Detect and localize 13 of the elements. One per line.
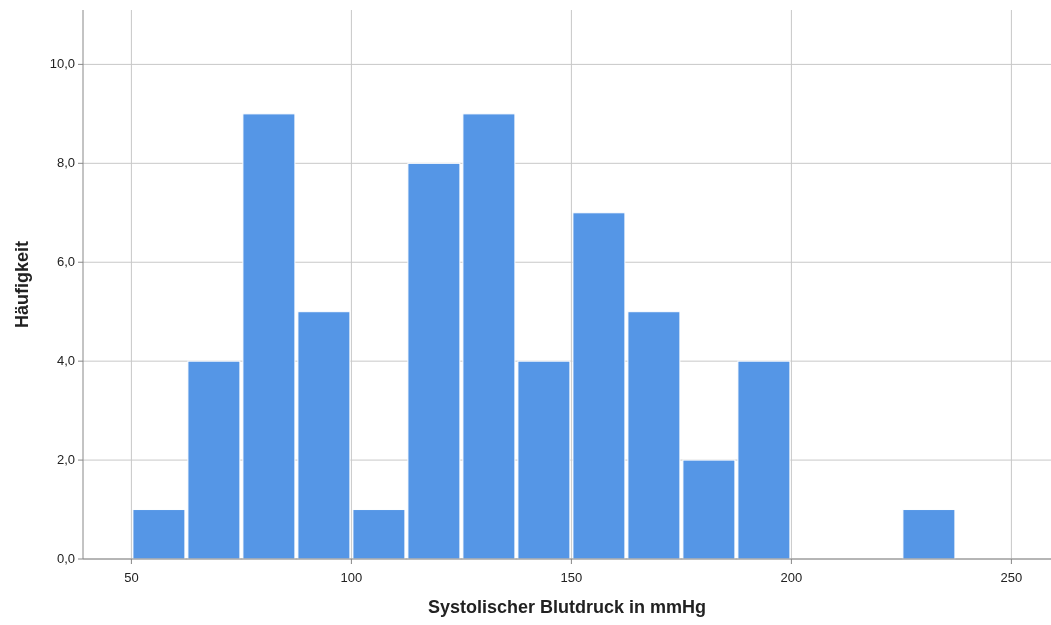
y-tick-label: 8,0 <box>56 155 75 171</box>
y-tick-label: 0,0 <box>56 551 75 566</box>
x-tick-label: 50 <box>124 570 139 585</box>
y-tick-label: 6,0 <box>56 254 75 270</box>
x-tick-label: 150 <box>560 570 583 585</box>
y-tick-label: 4,0 <box>56 353 75 369</box>
y-tick-label: 2,0 <box>56 452 75 468</box>
x-tick-label: 100 <box>340 570 363 585</box>
x-axis-title: Systolischer Blutdruck in mmHg <box>427 597 707 617</box>
x-tick-label: 250 <box>1000 570 1023 585</box>
x-tick-label: 200 <box>780 570 803 585</box>
y-axis-title: Häufigkeit <box>12 240 32 329</box>
y-tick-label: 10,0 <box>49 56 75 72</box>
